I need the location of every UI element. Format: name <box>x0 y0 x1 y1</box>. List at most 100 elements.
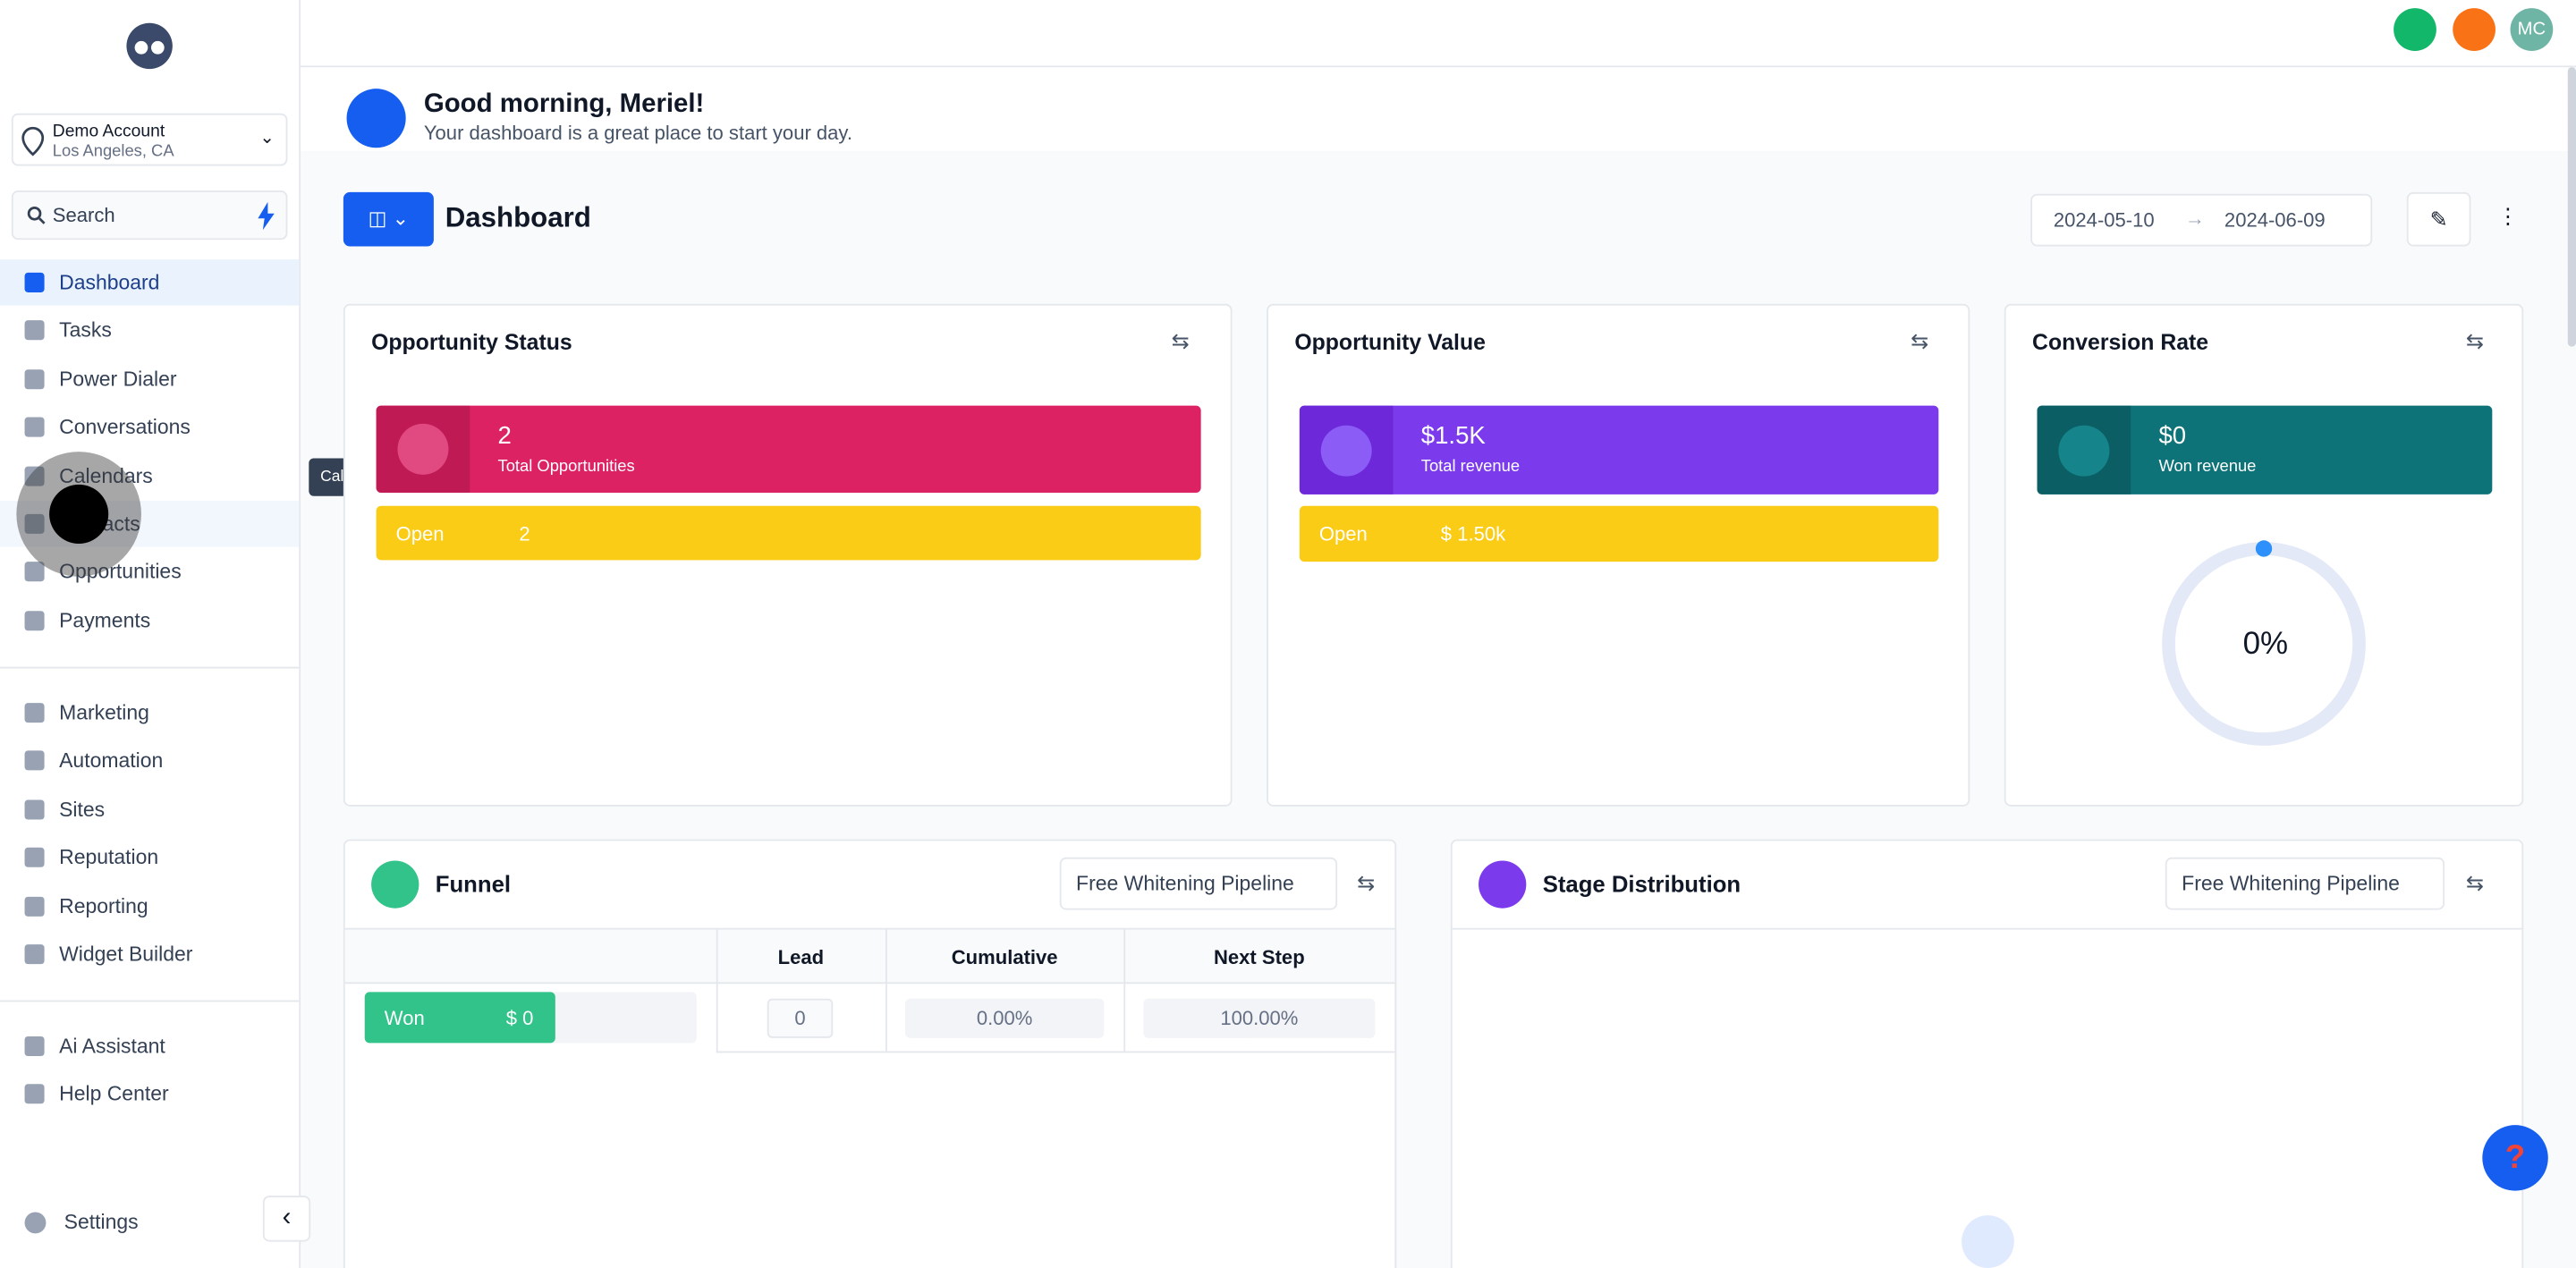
filter-button[interactable]: ⇆ <box>1171 328 1190 353</box>
nav-item[interactable]: Conversations <box>0 404 299 450</box>
nav-icon <box>24 368 45 389</box>
search-icon <box>27 206 46 224</box>
status-value: $ 1.50k <box>1440 522 1506 545</box>
nav-icon <box>24 944 45 965</box>
loading-icon <box>1962 1215 2014 1268</box>
chevron: ⌄ <box>259 128 275 148</box>
nav-icon <box>24 417 45 437</box>
filter-button[interactable]: ⇆ <box>2465 870 2484 896</box>
notification-button[interactable] <box>2453 8 2496 51</box>
col-header: Next Step <box>1213 945 1305 969</box>
nav-label: Opportunities <box>59 561 182 584</box>
account-switcher[interactable]: Demo Account Los Angeles, CA ⌄ <box>11 113 288 166</box>
stat-icon <box>1320 425 1372 477</box>
card-title: Opportunity Value <box>1294 330 1486 355</box>
status-name: Open <box>395 522 445 545</box>
greeting-subtitle: Your dashboard is a great place to start… <box>423 121 852 145</box>
conversion-rate-card: Conversion Rate ⇆ $0 Won revenue 0% <box>2004 303 2524 807</box>
status-name: Open <box>1318 522 1368 545</box>
filter-button[interactable]: ⇆ <box>1911 328 1929 353</box>
sidebar: Demo Account Los Angeles, CA ⌄ Search Da… <box>0 0 301 1268</box>
nav-item[interactable]: Tasks <box>0 308 299 353</box>
logo <box>126 22 173 70</box>
nav-label: Reputation <box>59 846 159 869</box>
stage-name: Won <box>384 1006 425 1030</box>
col-line <box>885 929 887 1053</box>
nav-item[interactable]: Dashboard <box>0 259 300 306</box>
nav-label: Automation <box>59 749 164 773</box>
stat-icon <box>397 423 449 475</box>
nav-icon <box>24 562 45 582</box>
user-avatar[interactable]: MC <box>2510 8 2554 51</box>
search-placeholder: Search <box>52 203 115 227</box>
date-range[interactable]: 2024-05-10 → 2024-06-09 <box>2030 193 2373 247</box>
nav-icon <box>24 1036 45 1057</box>
nav-item[interactable]: Widget Builder <box>0 931 299 976</box>
col-line <box>1123 929 1126 1053</box>
nav-item[interactable]: Reporting <box>0 883 299 928</box>
row-line <box>716 1051 1395 1053</box>
rate-value: 0% <box>2242 627 2289 663</box>
nav-label: Marketing <box>59 701 149 724</box>
col-header: Cumulative <box>951 945 1058 969</box>
nav-icon <box>24 513 45 534</box>
nav-icon <box>24 896 45 917</box>
filter-button[interactable]: ⇆ <box>2465 328 2484 353</box>
nav-item[interactable]: Automation <box>0 738 299 783</box>
nav-icon <box>24 799 45 820</box>
date-to: 2024-06-09 <box>2224 208 2326 232</box>
col-header: Lead <box>777 945 825 969</box>
more-button[interactable]: ⋮ <box>2496 203 2519 229</box>
nav-label: Payments <box>59 609 151 632</box>
phone-button[interactable] <box>2394 8 2436 51</box>
nav-icon <box>24 610 45 630</box>
nav-item[interactable]: Power Dialer <box>0 356 299 402</box>
filter-button[interactable]: ⇆ <box>1357 870 1376 896</box>
date-from: 2024-05-10 <box>2053 208 2155 232</box>
nav-item[interactable]: Calendars <box>0 452 299 498</box>
edit-button[interactable]: ✎ <box>2406 191 2471 247</box>
opportunity-status-card: Opportunity Status ⇆ 2 Total Opportuniti… <box>343 303 1233 807</box>
nav-icon <box>24 848 45 868</box>
stat-label: Won revenue <box>2158 458 2257 477</box>
stat-icon <box>2058 425 2110 477</box>
stat-value: $0 <box>2158 422 2187 451</box>
pipeline-select[interactable]: Free Whitening Pipeline <box>1059 857 1338 910</box>
nav-item[interactable]: Marketing <box>0 689 299 735</box>
settings-link[interactable]: Settings <box>64 1210 139 1234</box>
nav-icon <box>24 703 45 723</box>
nav-icon <box>24 1084 45 1104</box>
greeting-band <box>301 67 2568 151</box>
stat-label: Total revenue <box>1420 458 1521 477</box>
nav-item[interactable]: Ai Assistant <box>0 1023 299 1069</box>
greeting-avatar <box>346 89 406 148</box>
card-title: Funnel <box>435 870 512 897</box>
stat-bar: $1.5K Total revenue <box>1299 405 1939 495</box>
stat-bar: $0 Won revenue <box>2037 405 2493 495</box>
divider <box>0 666 300 669</box>
nav-item[interactable]: Help Center <box>0 1071 299 1117</box>
help-button[interactable]: ? <box>2482 1125 2548 1191</box>
nav-item[interactable]: Payments <box>0 597 299 643</box>
stage-distribution-card: Stage Distribution Free Whitening Pipeli… <box>1450 839 2524 1268</box>
card-title: Stage Distribution <box>1542 870 1741 897</box>
nav-item[interactable]: Opportunities <box>0 549 299 595</box>
col-line <box>716 929 718 1053</box>
stat-label: Total Opportunities <box>497 458 635 477</box>
nav-label: Dashboard <box>59 271 160 294</box>
dashboard-switcher[interactable]: ◫ ⌄ <box>343 191 434 247</box>
opportunity-value-card: Opportunity Value ⇆ $1.5K Total revenue … <box>1267 303 1970 807</box>
pipeline-select[interactable]: Free Whitening Pipeline <box>2165 857 2445 910</box>
card-title: Conversion Rate <box>2032 330 2209 355</box>
collapse-button[interactable]: ‹ <box>262 1196 311 1242</box>
search-box[interactable]: Search <box>11 190 288 241</box>
nav-label: Sites <box>59 798 106 821</box>
table-scrollbar <box>1394 929 1397 1268</box>
nav-item[interactable]: Reputation <box>0 834 299 880</box>
divider <box>1452 927 2522 930</box>
nav-item[interactable]: Sites <box>0 786 299 832</box>
settings-icon <box>24 1212 47 1234</box>
topbar <box>301 0 2576 68</box>
divider <box>0 1000 300 1002</box>
